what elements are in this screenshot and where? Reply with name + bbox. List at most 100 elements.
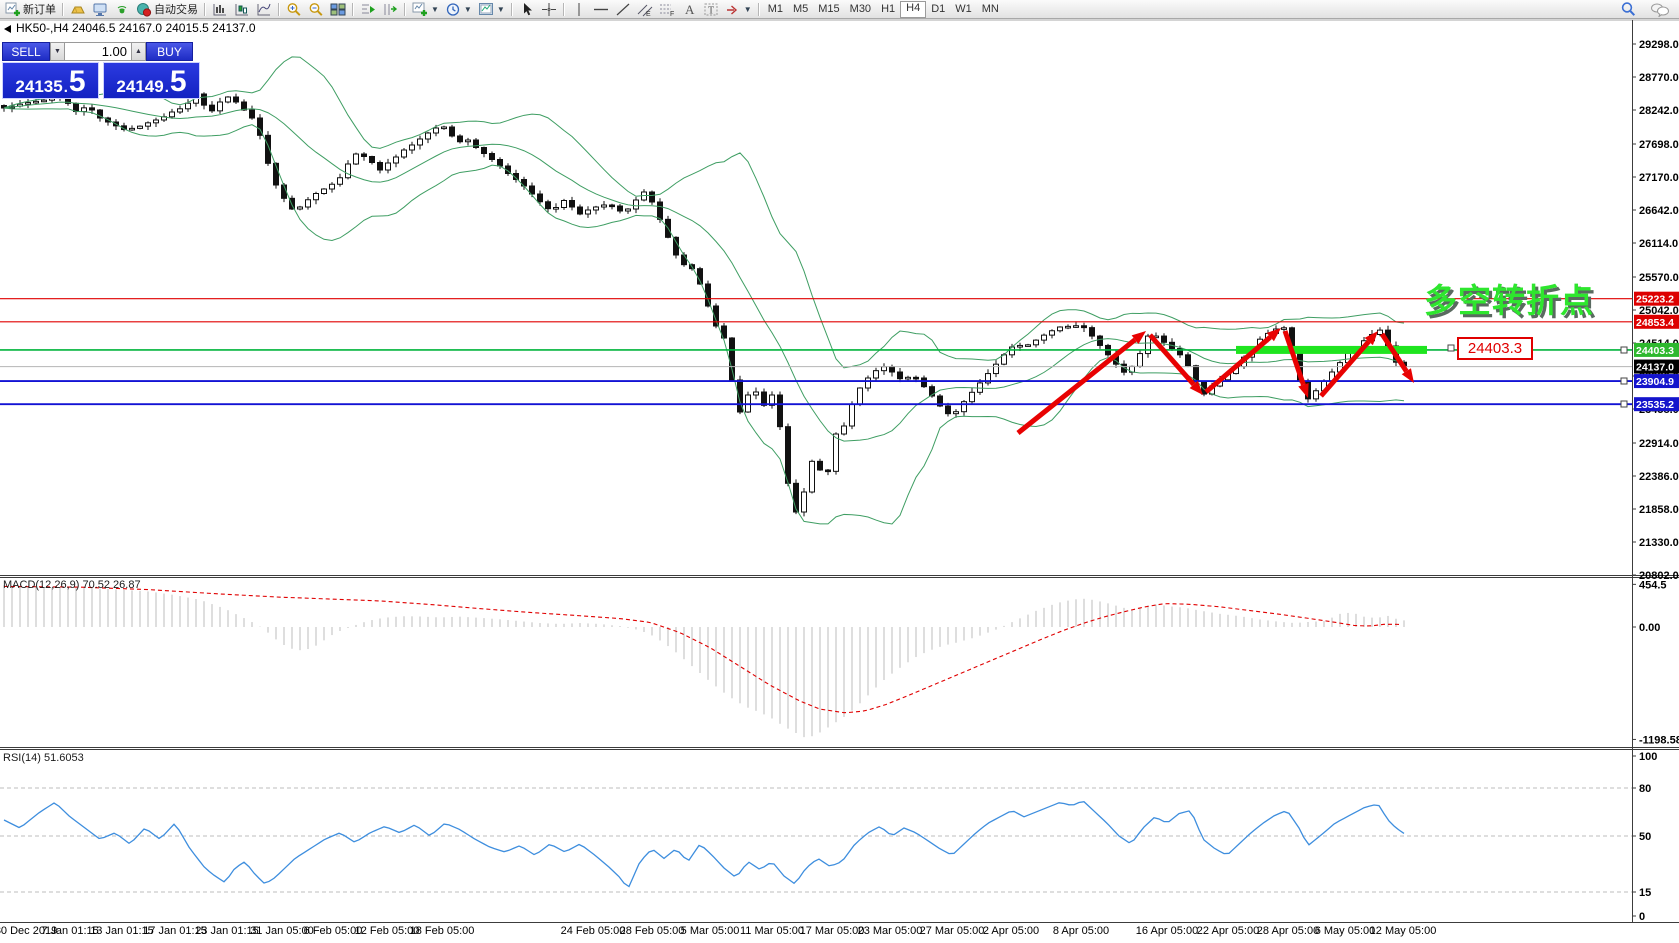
svg-text:0.00: 0.00: [1639, 622, 1660, 634]
sell-price-dot: .: [63, 79, 68, 96]
rsi-indicator-label: RSI(14) 51.6053: [3, 752, 84, 764]
horizontal-level-lines[interactable]: [0, 298, 1632, 406]
period-button[interactable]: ▼: [442, 1, 475, 18]
volume-increase-button[interactable]: ▲: [131, 42, 146, 61]
timeframe-h4[interactable]: H4: [900, 0, 927, 18]
timeframe-w1[interactable]: W1: [955, 2, 972, 15]
template-button[interactable]: ▼: [475, 1, 508, 18]
chart-canvas[interactable]: 29298.0 28770.0 28242.0 27698.0 27170.0 26642…: [0, 19, 1679, 943]
svg-text:22914.0: 22914.0: [1639, 438, 1679, 450]
volume-decrease-button[interactable]: ▼: [50, 42, 65, 61]
object-handles[interactable]: [1447, 344, 1628, 408]
rsi-pane: [0, 787, 1632, 893]
autotrading-button[interactable]: 自动交易: [133, 1, 201, 18]
timeframe-mn[interactable]: MN: [981, 2, 999, 15]
channel-button[interactable]: E: [634, 1, 656, 18]
vertical-line-button[interactable]: [568, 1, 590, 18]
cursor-button[interactable]: [516, 1, 538, 18]
textT-icon: T: [703, 2, 719, 17]
line-chart-button[interactable]: [253, 1, 275, 18]
horizontal-line-button[interactable]: [590, 1, 612, 18]
svg-text:23 Mar 05:00: 23 Mar 05:00: [858, 925, 923, 937]
chevron-down-icon: ▼: [431, 4, 439, 14]
svg-text:24403.3: 24403.3: [1636, 345, 1674, 357]
svg-text:24 Feb 05:00: 24 Feb 05:00: [561, 925, 626, 937]
clock-icon: [445, 2, 461, 17]
rsi-line: [3, 801, 1405, 888]
buy-price-dot: .: [164, 79, 169, 96]
svg-text:30 Dec 2019: 30 Dec 2019: [0, 925, 57, 937]
shift-icon: [382, 2, 398, 17]
terminal-button[interactable]: [89, 1, 111, 18]
text-button[interactable]: A: [678, 1, 700, 18]
svg-text:23 Jan 01:15: 23 Jan 01:15: [195, 925, 259, 937]
svg-text:29298.0: 29298.0: [1639, 39, 1679, 51]
volume-input[interactable]: [65, 42, 131, 61]
bar-chart-button[interactable]: [209, 1, 231, 18]
panel-toggle-icon[interactable]: [4, 25, 11, 33]
buy-price-main: 24149: [116, 77, 164, 96]
timeframe-m15[interactable]: M15: [818, 2, 840, 15]
buy-button[interactable]: BUY: [146, 42, 193, 61]
search-button[interactable]: [1617, 1, 1639, 18]
timeframe-m5[interactable]: M5: [792, 2, 809, 15]
timeframe-m1[interactable]: M1: [767, 2, 783, 15]
shapes-button[interactable]: ▼: [722, 1, 755, 18]
gold-button[interactable]: [67, 1, 89, 18]
crosshair-button[interactable]: [538, 1, 560, 18]
new-order-button-label: 新订单: [23, 4, 56, 16]
sell-price-big-digit: 5: [68, 65, 86, 99]
timeframe-h1[interactable]: H1: [881, 2, 896, 15]
svg-text:E: E: [646, 11, 651, 17]
autotrading-button-label: 自动交易: [154, 4, 198, 16]
zoom-out-icon: [308, 2, 324, 17]
zoom-in-button[interactable]: [283, 1, 305, 18]
candle-chart-button[interactable]: [231, 1, 253, 18]
zoom-in-icon: [286, 2, 302, 17]
label-button[interactable]: T: [700, 1, 722, 18]
trendline-button[interactable]: [612, 1, 634, 18]
candles-icon: [234, 2, 250, 17]
chat-icon: [1650, 2, 1670, 17]
new-chart-button[interactable]: ▼: [409, 1, 442, 18]
new-chart-icon: [412, 2, 428, 17]
svg-text:F: F: [670, 11, 674, 17]
chevron-down-icon: ▼: [743, 4, 752, 14]
toolbar-separator: [562, 2, 565, 16]
chevron-down-icon: ▼: [463, 4, 472, 14]
svg-text:80: 80: [1639, 783, 1651, 795]
main-chart-pane[interactable]: [0, 56, 1632, 525]
svg-text:5 Mar 05:00: 5 Mar 05:00: [681, 925, 740, 937]
auto-scroll-button[interactable]: [357, 1, 379, 18]
bollinger-bands: [3, 56, 1405, 525]
chat-button[interactable]: [1647, 1, 1673, 18]
svg-text:18 Feb 05:00: 18 Feb 05:00: [410, 925, 475, 937]
svg-text:8 Apr 05:00: 8 Apr 05:00: [1053, 925, 1109, 937]
candlesticks-layer: [1, 92, 1407, 517]
timeframe-m30[interactable]: M30: [849, 2, 872, 15]
chart-shift-button[interactable]: [379, 1, 401, 18]
svg-text:7 Jan 01:15: 7 Jan 01:15: [41, 925, 99, 937]
one-click-trade-panel: SELL ▼ ▲ BUY 24135 . 5 24149 . 5: [2, 42, 200, 99]
zigzag-arrows[interactable]: [1016, 328, 1414, 435]
toolbar-separator: [204, 2, 206, 16]
vline-icon: [571, 2, 587, 17]
svg-text:24137.0: 24137.0: [1636, 362, 1674, 374]
price-flag-label[interactable]: 24403.3: [1457, 337, 1533, 360]
sell-button[interactable]: SELL: [2, 42, 50, 61]
fibonacci-button[interactable]: F: [656, 1, 678, 18]
svg-text:22 Apr 05:00: 22 Apr 05:00: [1197, 925, 1259, 937]
new-order-button[interactable]: 新订单: [2, 1, 59, 18]
timeframe-d1[interactable]: D1: [931, 2, 946, 15]
zoom-out-button[interactable]: [305, 1, 327, 18]
tile-windows-button[interactable]: [327, 1, 349, 18]
search-icon: [1620, 1, 1636, 17]
signals-button[interactable]: [111, 1, 133, 18]
turning-point-green-bar[interactable]: [1236, 345, 1427, 354]
turning-point-annotation[interactable]: 多空转折点: [1424, 282, 1594, 319]
autotrade-icon: [136, 2, 152, 17]
curve-icon: [256, 2, 272, 17]
tiles-icon: [330, 2, 346, 17]
pane-separators[interactable]: [0, 19, 1679, 923]
